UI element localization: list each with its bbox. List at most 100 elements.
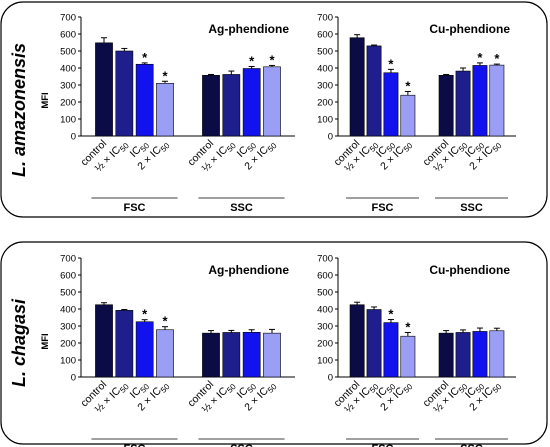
bar — [263, 66, 281, 137]
bar — [383, 322, 399, 378]
bar — [135, 321, 154, 378]
group-label: SSC — [460, 443, 483, 447]
significance-marker: * — [142, 50, 148, 65]
bar — [489, 330, 505, 378]
significance-marker: * — [405, 319, 411, 334]
y-tick-label: 100 — [60, 114, 76, 125]
group-label: FSC — [124, 443, 146, 447]
bar — [472, 65, 488, 137]
group-label: FSC — [372, 202, 394, 214]
bar — [400, 335, 416, 378]
y-tick-label: 700 — [60, 12, 76, 23]
y-tick-label: 700 — [317, 12, 333, 23]
row-frame-chagasi — [0, 241, 548, 445]
panel-title: Ag-phendione — [208, 263, 289, 277]
y-tick-label: 0 — [328, 131, 333, 142]
y-tick-label: 300 — [317, 80, 333, 91]
y-tick-label: 200 — [60, 97, 76, 108]
y-tick-label: 600 — [60, 29, 76, 40]
bar — [489, 64, 505, 137]
bar — [202, 332, 220, 378]
chart-panel-1: 0100200300400500600700Cu-phendionecontro… — [317, 12, 516, 214]
significance-marker: * — [494, 51, 500, 66]
y-tick-label: 400 — [60, 304, 76, 315]
bar — [242, 68, 261, 137]
category-label: 2 × IC50 — [135, 378, 172, 415]
chart-panel-3: 0100200300400500600700Cu-phendionecontro… — [317, 253, 516, 447]
species-label-chagasi: L. chagasi — [9, 298, 29, 387]
significance-marker: * — [388, 307, 394, 322]
group-label: FSC — [372, 443, 394, 447]
y-tick-label: 300 — [317, 321, 333, 332]
y-tick-label: 500 — [60, 46, 76, 57]
y-tick-label: 0 — [71, 131, 76, 142]
y-axis-label: MFI — [40, 333, 51, 349]
significance-marker: * — [269, 52, 275, 67]
y-tick-label: 200 — [60, 338, 76, 349]
group-label: SSC — [230, 202, 253, 214]
panel-title: Cu-phendione — [429, 263, 510, 277]
bar — [156, 329, 174, 378]
bar — [242, 331, 261, 378]
y-tick-label: 400 — [317, 304, 333, 315]
bar — [349, 37, 365, 137]
group-label: FSC — [124, 202, 146, 214]
y-tick-label: 500 — [317, 46, 333, 57]
y-tick-label: 500 — [317, 287, 333, 298]
y-tick-label: 100 — [60, 355, 76, 366]
y-tick-label: 500 — [60, 287, 76, 298]
y-tick-label: 600 — [317, 270, 333, 281]
y-tick-label: 0 — [71, 372, 76, 383]
bar — [383, 72, 399, 137]
significance-marker: * — [405, 78, 411, 93]
bar — [438, 75, 454, 137]
group-label: SSC — [230, 443, 253, 447]
bar — [472, 331, 488, 378]
bar — [222, 332, 241, 378]
panel-title: Cu-phendione — [429, 22, 510, 36]
category-label: 2 × IC50 — [242, 137, 279, 174]
bar — [156, 83, 174, 137]
bar — [455, 70, 471, 137]
bar — [455, 332, 471, 378]
bar — [366, 309, 382, 378]
bar — [202, 75, 220, 137]
bar — [95, 304, 113, 378]
y-tick-label: 200 — [317, 338, 333, 349]
significance-marker: * — [142, 307, 148, 322]
group-label: SSC — [460, 202, 483, 214]
category-label: 2 × IC50 — [135, 137, 172, 174]
y-tick-label: 300 — [60, 80, 76, 91]
bar — [115, 310, 134, 378]
species-label-amazonensis: L. amazonensis — [9, 43, 29, 177]
bar — [438, 332, 454, 378]
significance-marker: * — [162, 68, 168, 83]
significance-marker: * — [388, 56, 394, 71]
bar — [349, 304, 365, 378]
bar — [366, 45, 382, 137]
significance-marker: * — [162, 314, 168, 329]
bar — [222, 74, 241, 137]
y-tick-label: 200 — [317, 97, 333, 108]
panel-title: Ag-phendione — [208, 22, 289, 36]
bar — [95, 42, 113, 137]
y-tick-label: 400 — [317, 63, 333, 74]
y-tick-label: 600 — [60, 270, 76, 281]
y-tick-label: 100 — [317, 355, 333, 366]
significance-marker: * — [477, 50, 483, 65]
bar — [135, 63, 154, 137]
y-tick-label: 400 — [60, 63, 76, 74]
row-frame-amazonensis — [0, 1, 548, 218]
y-tick-label: 100 — [317, 114, 333, 125]
y-tick-label: 0 — [328, 372, 333, 383]
category-label: 2 × IC50 — [242, 378, 279, 415]
y-tick-label: 600 — [317, 29, 333, 40]
y-tick-label: 700 — [60, 253, 76, 264]
chart-panel-0: 0100200300400500600700MFIAg-phendionecon… — [40, 12, 295, 214]
chart-panel-2: 0100200300400500600700MFIAg-phendionecon… — [40, 253, 295, 447]
y-tick-label: 300 — [60, 321, 76, 332]
bar — [115, 50, 134, 137]
bar — [400, 94, 416, 137]
significance-marker: * — [249, 53, 255, 68]
